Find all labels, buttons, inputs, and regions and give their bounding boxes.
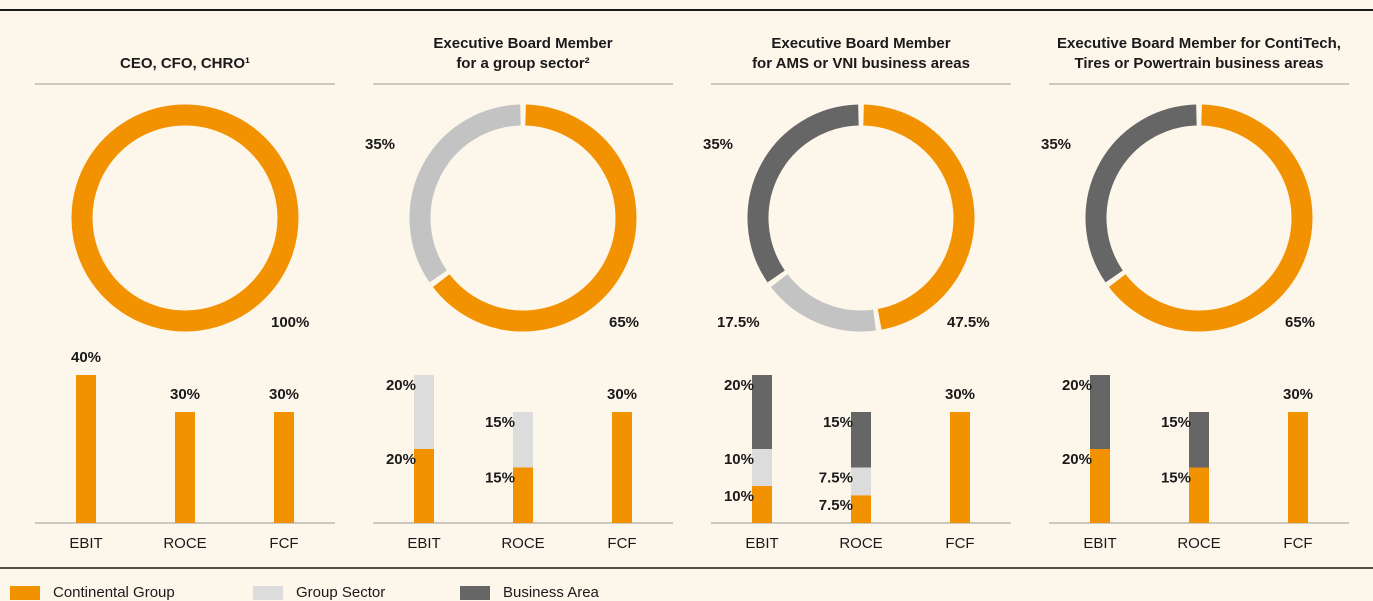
bar-segment xyxy=(612,412,632,523)
x-tick-label: EBIT xyxy=(1083,535,1116,552)
donut-slice xyxy=(71,104,299,332)
bar-label: 7.5% xyxy=(819,497,853,514)
bar-segment xyxy=(950,412,970,523)
bar-label: 20% xyxy=(724,377,754,394)
legend-swatch xyxy=(253,586,283,600)
bar-segment xyxy=(1189,467,1209,523)
panel-title: CEO, CFO, CHRO¹ xyxy=(120,55,250,72)
bar-label: 20% xyxy=(1062,451,1092,468)
bar-label: 20% xyxy=(386,451,416,468)
bar-label: 15% xyxy=(485,469,515,486)
bar-segment xyxy=(1288,412,1308,523)
bar-segment xyxy=(752,486,772,523)
legend-swatch xyxy=(460,586,490,600)
donut-slice xyxy=(1108,104,1313,332)
bar-segment xyxy=(175,412,195,523)
bar-label: 15% xyxy=(823,414,853,431)
donut-label: 65% xyxy=(1285,314,1315,331)
bar-label: 40% xyxy=(71,349,101,366)
bar-segment xyxy=(414,449,434,523)
bar-segment xyxy=(513,412,533,468)
bar-segment xyxy=(851,495,871,523)
donut-slice xyxy=(432,104,637,332)
donut-label: 35% xyxy=(365,136,395,153)
legend-label: Business Area xyxy=(503,584,600,601)
panel-title: Executive Board Member for ContiTech, xyxy=(1057,35,1341,52)
bar-label: 30% xyxy=(945,386,975,403)
x-tick-label: FCF xyxy=(607,535,636,552)
bar-segment xyxy=(513,467,533,523)
x-tick-label: ROCE xyxy=(163,535,206,552)
bar-segment xyxy=(274,412,294,523)
donut-label: 35% xyxy=(703,136,733,153)
bar-segment xyxy=(851,467,871,496)
bar-segment xyxy=(1090,375,1110,449)
donut-slice xyxy=(863,104,975,330)
x-tick-label: ROCE xyxy=(501,535,544,552)
panel-title: Executive Board Member xyxy=(433,35,612,52)
bar-label: 20% xyxy=(386,377,416,394)
legend-swatch xyxy=(10,586,40,600)
donut-slice xyxy=(1085,104,1197,283)
bar-segment xyxy=(414,375,434,449)
x-tick-label: FCF xyxy=(945,535,974,552)
bar-label: 20% xyxy=(1062,377,1092,394)
x-tick-label: FCF xyxy=(269,535,298,552)
x-tick-label: ROCE xyxy=(839,535,882,552)
bar-segment xyxy=(752,375,772,449)
bar-label: 10% xyxy=(724,488,754,505)
donut-label: 35% xyxy=(1041,136,1071,153)
panel-title: Tires or Powertrain business areas xyxy=(1074,55,1323,72)
bar-label: 15% xyxy=(1161,469,1191,486)
bar-label: 15% xyxy=(1161,414,1191,431)
donut-slice xyxy=(747,104,859,283)
x-tick-label: FCF xyxy=(1283,535,1312,552)
x-tick-label: EBIT xyxy=(69,535,102,552)
legend-label: Group Sector xyxy=(296,584,385,601)
bar-label: 15% xyxy=(485,414,515,431)
panel-title: for a group sector² xyxy=(456,55,589,72)
donut-slice xyxy=(770,273,876,332)
panel-title: for AMS or VNI business areas xyxy=(752,55,970,72)
bar-segment xyxy=(76,375,96,523)
bar-segment xyxy=(752,449,772,486)
bar-label: 10% xyxy=(724,451,754,468)
donut-slice xyxy=(409,104,521,283)
legend-label: Continental Group xyxy=(53,584,175,601)
bar-label: 7.5% xyxy=(819,469,853,486)
bar-segment xyxy=(1090,449,1110,523)
panel-title: Executive Board Member xyxy=(771,35,950,52)
x-tick-label: ROCE xyxy=(1177,535,1220,552)
bar-label: 30% xyxy=(170,386,200,403)
x-tick-label: EBIT xyxy=(745,535,778,552)
donut-label: 17.5% xyxy=(717,314,760,331)
bar-label: 30% xyxy=(607,386,637,403)
donut-label: 100% xyxy=(271,314,309,331)
bar-label: 30% xyxy=(269,386,299,403)
bar-segment xyxy=(851,412,871,468)
bar-label: 30% xyxy=(1283,386,1313,403)
donut-label: 65% xyxy=(609,314,639,331)
bar-segment xyxy=(1189,412,1209,468)
donut-label: 47.5% xyxy=(947,314,990,331)
x-tick-label: EBIT xyxy=(407,535,440,552)
